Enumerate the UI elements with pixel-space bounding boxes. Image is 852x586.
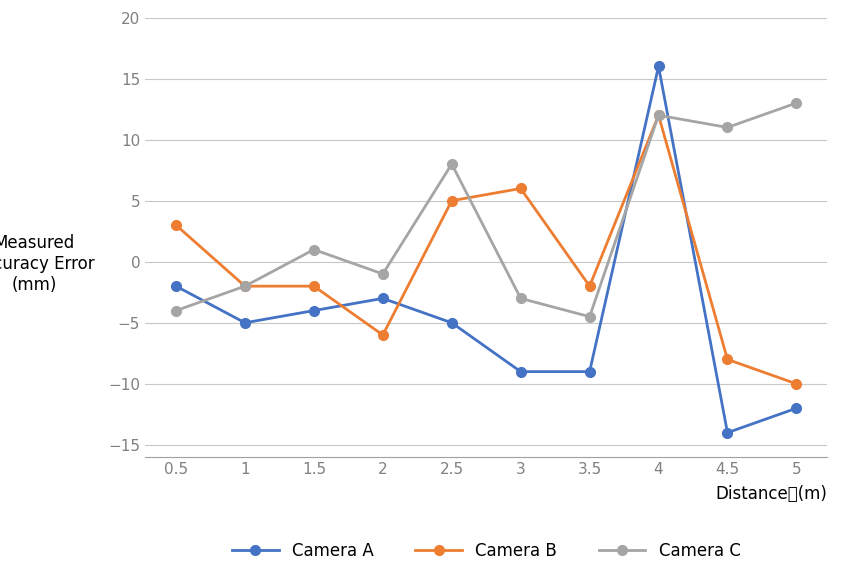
Camera A [239,319,250,326]
Camera B [653,112,663,119]
Camera C [791,100,801,107]
Camera B [446,197,457,205]
Camera A [377,295,388,302]
Camera C [239,282,250,289]
Camera B [722,356,732,363]
Camera A [515,368,525,375]
Camera A [170,282,181,289]
Camera B [584,282,594,289]
X-axis label: Distance　(m): Distance (m) [715,485,826,503]
Camera C [722,124,732,131]
Camera B [308,282,319,289]
Legend: Camera A, Camera B, Camera C: Camera A, Camera B, Camera C [225,536,746,567]
Camera A [722,429,732,436]
Text: Measured
Accuracy Error
(mm): Measured Accuracy Error (mm) [0,234,95,294]
Line: Camera C: Camera C [171,98,800,322]
Camera C [446,161,457,168]
Camera B [239,282,250,289]
Line: Camera A: Camera A [171,62,800,438]
Camera C [170,307,181,314]
Camera B [791,380,801,387]
Line: Camera B: Camera B [171,110,800,389]
Camera C [308,246,319,253]
Camera A [791,405,801,412]
Camera C [653,112,663,119]
Camera A [446,319,457,326]
Camera B [515,185,525,192]
Camera C [584,313,594,320]
Camera C [515,295,525,302]
Camera B [377,332,388,339]
Camera A [653,63,663,70]
Camera A [308,307,319,314]
Camera A [584,368,594,375]
Camera C [377,270,388,277]
Camera B [170,222,181,229]
